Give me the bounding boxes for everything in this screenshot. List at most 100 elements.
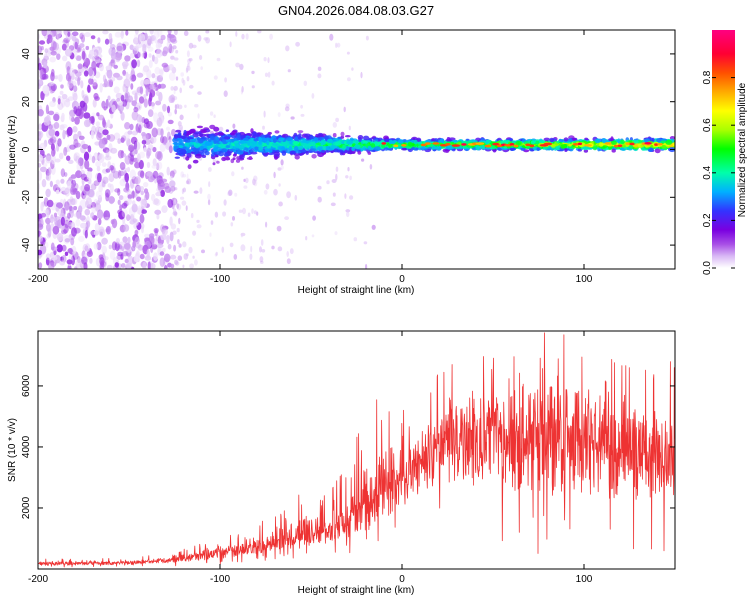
ridge-blob	[294, 136, 298, 142]
ridge-blob	[201, 136, 207, 140]
noise-blob	[151, 73, 156, 79]
noise-blob	[120, 30, 124, 39]
ridge-blob	[577, 148, 582, 152]
noise-blob	[131, 74, 137, 82]
noise-blob	[115, 53, 122, 61]
sparse-blob	[181, 77, 184, 84]
noise-blob	[83, 112, 91, 119]
noise-blob	[106, 68, 113, 79]
noise-blob	[94, 222, 101, 232]
ridge-peak	[543, 142, 553, 146]
noise-blob	[38, 228, 41, 238]
noise-blob	[122, 83, 127, 93]
ridge-blob	[243, 137, 249, 142]
noise-blob	[123, 224, 130, 232]
noise-blob	[45, 208, 50, 218]
ridge-blob	[238, 145, 245, 151]
noise-blob	[64, 201, 70, 211]
sparse-blob	[346, 51, 350, 55]
noise-blob	[150, 135, 157, 144]
sparse-blob	[176, 203, 179, 210]
ridge-blob	[309, 135, 316, 140]
sparse-blob	[192, 230, 197, 236]
sparse-blob	[287, 69, 291, 73]
noise-blob	[83, 70, 89, 77]
sparse-blob	[257, 30, 262, 34]
noise-blob	[166, 105, 171, 114]
sparse-blob	[197, 34, 202, 42]
ridge-blob	[212, 162, 216, 166]
noise-blob	[84, 208, 91, 216]
sparse-blob	[300, 104, 303, 109]
ridge-peak	[513, 144, 519, 148]
noise-blob	[168, 136, 172, 143]
noise-blob	[85, 220, 91, 228]
sparse-blob	[177, 104, 183, 110]
noise-blob	[94, 57, 101, 64]
noise-blob	[161, 62, 168, 68]
ridge-blob	[402, 147, 407, 151]
noise-blob	[81, 143, 89, 150]
noise-blob	[48, 260, 55, 269]
noise-blob	[133, 255, 139, 262]
noise-blob	[101, 245, 107, 254]
noise-blob	[60, 84, 64, 89]
ridge-blob	[320, 139, 326, 145]
noise-blob	[138, 96, 145, 104]
sparse-blob	[295, 41, 300, 47]
sparse-blob	[174, 259, 179, 265]
colorbar-tick-label: 0.0	[702, 261, 713, 275]
sparse-blob	[265, 221, 268, 228]
noise-blob	[64, 238, 71, 243]
ridge-blob	[198, 138, 204, 144]
noise-blob	[129, 52, 135, 59]
ridge-blob	[362, 140, 368, 144]
sparse-blob	[365, 35, 369, 41]
noise-blob	[66, 126, 73, 137]
sparse-blob	[277, 246, 283, 252]
noise-blob	[124, 242, 131, 250]
sparse-blob	[187, 66, 191, 71]
noise-blob	[97, 218, 102, 226]
ridge-blob	[610, 140, 617, 145]
noise-blob	[119, 162, 126, 170]
ridge-blob	[195, 143, 202, 147]
ridge-blob	[656, 138, 662, 143]
noise-blob	[108, 244, 112, 250]
noise-blob	[83, 95, 89, 105]
chart-title: GN04.2026.084.08.03.G27	[278, 3, 434, 18]
noise-blob	[109, 165, 114, 171]
sparse-blob	[178, 217, 181, 225]
ridge-blob	[248, 137, 256, 143]
ridge-blob	[418, 145, 422, 148]
noise-blob	[48, 110, 55, 116]
noise-blob	[159, 143, 166, 153]
ridge-blob	[530, 140, 535, 145]
noise-blob	[118, 210, 125, 220]
noise-blob	[134, 236, 140, 245]
noise-blob	[53, 112, 60, 122]
ridge-blob	[373, 146, 381, 152]
ridge-blob	[223, 136, 231, 140]
noise-blob	[60, 216, 65, 226]
sparse-blob	[188, 246, 193, 254]
ridge-blob	[274, 130, 280, 134]
sparse-blob	[353, 237, 358, 242]
noise-blob	[156, 213, 160, 220]
sparse-blob	[199, 55, 203, 60]
ridge-blob	[316, 142, 321, 146]
sparse-blob	[200, 66, 203, 70]
noise-blob	[103, 216, 110, 222]
noise-blob	[146, 150, 151, 159]
noise-blob	[157, 246, 163, 256]
sparse-blob	[332, 122, 337, 128]
noise-blob	[167, 119, 174, 125]
noise-blob	[147, 109, 154, 117]
sparse-blob	[186, 173, 189, 180]
noise-blob	[113, 64, 118, 69]
sparse-blob	[365, 263, 368, 269]
noise-blob	[45, 104, 50, 115]
sparse-blob	[173, 244, 177, 252]
sparse-blob	[197, 113, 200, 119]
sparse-blob	[280, 165, 284, 170]
